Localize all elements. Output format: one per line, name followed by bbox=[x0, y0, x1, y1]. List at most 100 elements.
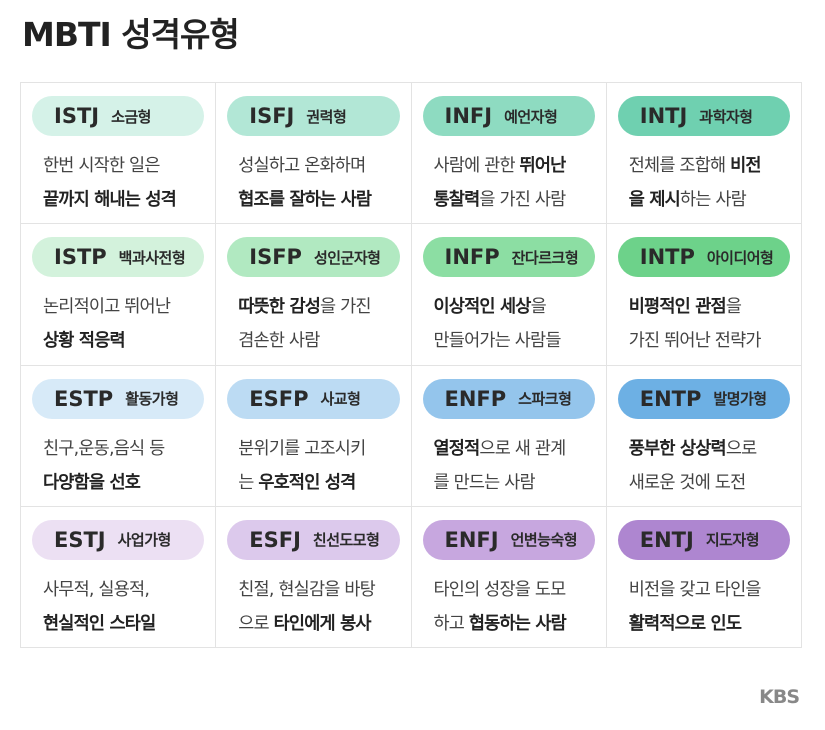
bold-text: 통찰력 bbox=[433, 190, 481, 210]
type-pill: ENFJ 언변능숙형 bbox=[422, 519, 595, 560]
description-line: 겸손한 사람 bbox=[238, 324, 370, 358]
text: 친구,운동,음식 등 bbox=[43, 438, 165, 459]
type-code: ISTP bbox=[54, 245, 107, 270]
type-code: INFP bbox=[444, 245, 500, 270]
type-name: 백과사전형 bbox=[118, 248, 186, 267]
type-name: 스파크형 bbox=[518, 390, 572, 408]
type-code: ENFJ bbox=[444, 527, 499, 552]
type-name: 권력형 bbox=[306, 107, 347, 126]
type-code: INTP bbox=[639, 245, 695, 270]
description-line: 논리적이고 뛰어난 bbox=[43, 290, 171, 324]
bold-text: 열정적 bbox=[433, 438, 481, 459]
type-pill: ESTJ 사업가형 bbox=[32, 519, 205, 560]
type-code: ISFP bbox=[249, 245, 302, 270]
description: 타인의 성장을 도모 하고 협동하는 사람 bbox=[434, 573, 567, 641]
description-line: 다양함을 선호 bbox=[43, 466, 164, 500]
title: MBTI 성격유형 bbox=[22, 15, 240, 54]
type-code: ESFJ bbox=[249, 527, 301, 552]
type-name: 발명가형 bbox=[713, 390, 767, 408]
type-pill: ESFP 사교형 bbox=[227, 378, 400, 419]
type-name: 잔다르크형 bbox=[511, 248, 579, 267]
description-line: 통찰력을 가진 사람 bbox=[433, 183, 567, 217]
bold-text: 상황 적응력 bbox=[43, 331, 126, 352]
type-name: 언변능숙형 bbox=[510, 531, 578, 550]
description-line: 성실하고 온화하며 bbox=[238, 149, 371, 183]
bold-text: 이상적인 세상 bbox=[433, 297, 532, 318]
text: 으로 bbox=[725, 438, 757, 459]
type-card: ENTJ 지도자형 비전을 갖고 타인을 활력적으로 인도 bbox=[606, 506, 802, 648]
text: 성실하고 온화하며 bbox=[238, 156, 366, 176]
description-line: 사람에 관한 뛰어난 bbox=[433, 149, 567, 183]
bold-text: 비평적인 관점 bbox=[628, 297, 727, 318]
type-pill: INTP 아이디어형 bbox=[617, 237, 790, 278]
description-line: 비전을 갖고 타인을 bbox=[628, 573, 762, 607]
text: 가진 뛰어난 전략가 bbox=[628, 331, 762, 352]
description: 전체를 조합해 비전 을 제시하는 사람 bbox=[629, 149, 762, 217]
type-pill: ISFP 성인군자형 bbox=[227, 237, 400, 278]
type-code: ENFP bbox=[444, 386, 507, 411]
type-code: ESTP bbox=[54, 386, 114, 411]
description-line: 이상적인 세상을 bbox=[434, 290, 561, 324]
bold-text: 협조를 잘하는 사람 bbox=[238, 190, 372, 210]
bold-text: 타인에게 봉사 bbox=[273, 613, 372, 634]
description: 따뜻한 감성을 가진 겸손한 사람 bbox=[238, 290, 371, 358]
description: 비전을 갖고 타인을 활력적으로 인도 bbox=[628, 573, 762, 641]
description-line: 열정적으로 새 관계 bbox=[433, 432, 567, 466]
type-name: 친선도모형 bbox=[312, 531, 380, 550]
text: 을 bbox=[725, 297, 742, 318]
type-code: ISFJ bbox=[249, 104, 295, 128]
description-line: 친절, 현실감을 바탕 bbox=[238, 573, 376, 607]
text: 으로 새 관계 bbox=[479, 438, 566, 459]
description-line: 한번 시작한 일은 bbox=[43, 149, 176, 183]
description: 사람에 관한 뛰어난 통찰력을 가진 사람 bbox=[433, 149, 567, 217]
description: 친절, 현실감을 바탕 으로 타인에게 봉사 bbox=[238, 573, 376, 641]
text: 겸손한 사람 bbox=[238, 331, 320, 352]
type-card: ENFP 스파크형 열정적으로 새 관계 를 만드는 사람 bbox=[411, 365, 607, 507]
bold-text: 다양함을 선호 bbox=[43, 472, 141, 493]
type-name: 사업가형 bbox=[117, 531, 172, 550]
text: 는 bbox=[238, 472, 259, 493]
text: 사람에 관한 bbox=[433, 156, 520, 176]
type-pill: ESFJ 친선도모형 bbox=[227, 519, 400, 560]
type-pill: ISTJ 소금형 bbox=[32, 96, 205, 136]
description-line: 현실적인 스타일 bbox=[43, 607, 156, 641]
description-line: 분위기를 고조시키 bbox=[238, 432, 366, 466]
description-line: 전체를 조합해 비전 bbox=[629, 149, 762, 183]
bold-text: 뛰어난 bbox=[519, 156, 567, 176]
description-line: 상황 적응력 bbox=[43, 324, 170, 358]
type-name: 활동가형 bbox=[125, 390, 179, 408]
type-pill: ENFP 스파크형 bbox=[422, 378, 595, 419]
text: 비전을 갖고 타인을 bbox=[628, 579, 762, 600]
text: 을 가진 bbox=[320, 297, 371, 318]
type-name: 과학자형 bbox=[699, 107, 753, 126]
description-line: 끝까지 해내는 성격 bbox=[43, 183, 177, 217]
description-line: 가진 뛰어난 전략가 bbox=[628, 324, 762, 358]
description-line: 사무적, 실용적, bbox=[43, 573, 155, 607]
bold-text: 우호적인 성격 bbox=[258, 472, 356, 493]
type-card: INFJ 예언자형 사람에 관한 뛰어난 통찰력을 가진 사람 bbox=[411, 83, 607, 225]
text: 분위기를 고조시키 bbox=[238, 438, 366, 459]
text: 논리적이고 뛰어난 bbox=[43, 297, 171, 318]
text: 만들어가는 사람들 bbox=[433, 331, 562, 352]
type-name: 소금형 bbox=[111, 107, 151, 126]
text: 한번 시작한 일은 bbox=[43, 156, 160, 176]
type-code: ENTP bbox=[639, 386, 702, 411]
type-pill: INTJ 과학자형 bbox=[617, 96, 790, 136]
text: 친절, 현실감을 바탕 bbox=[238, 579, 376, 600]
text: 새로운 것에 도전 bbox=[628, 472, 746, 493]
bold-text: 따뜻한 감성 bbox=[238, 297, 321, 318]
type-name: 아이디어형 bbox=[706, 248, 774, 267]
type-code: ENTJ bbox=[639, 527, 694, 552]
type-pill: INFJ 예언자형 bbox=[422, 96, 595, 136]
